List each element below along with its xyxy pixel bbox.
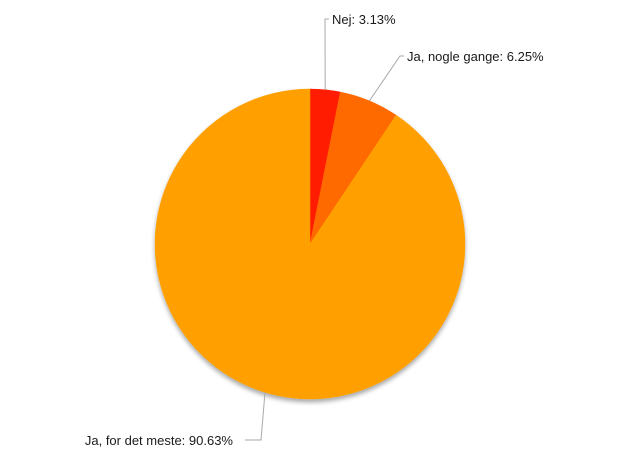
leader-lines <box>245 18 404 441</box>
leader-line-ja-nogle-gange <box>368 55 404 102</box>
slice-label-ja-for-det-meste: Ja, for det meste: 90.63% <box>85 433 234 448</box>
leader-line-ja-for-det-meste <box>245 392 266 441</box>
slice-label-nej: Nej: 3.13% <box>332 12 396 27</box>
leader-line-nej <box>324 18 329 90</box>
pie-slices <box>154 88 466 400</box>
pie-slice-ja-for-det-meste <box>154 88 466 400</box>
slice-label-ja-nogle-gange: Ja, nogle gange: 6.25% <box>407 49 544 64</box>
